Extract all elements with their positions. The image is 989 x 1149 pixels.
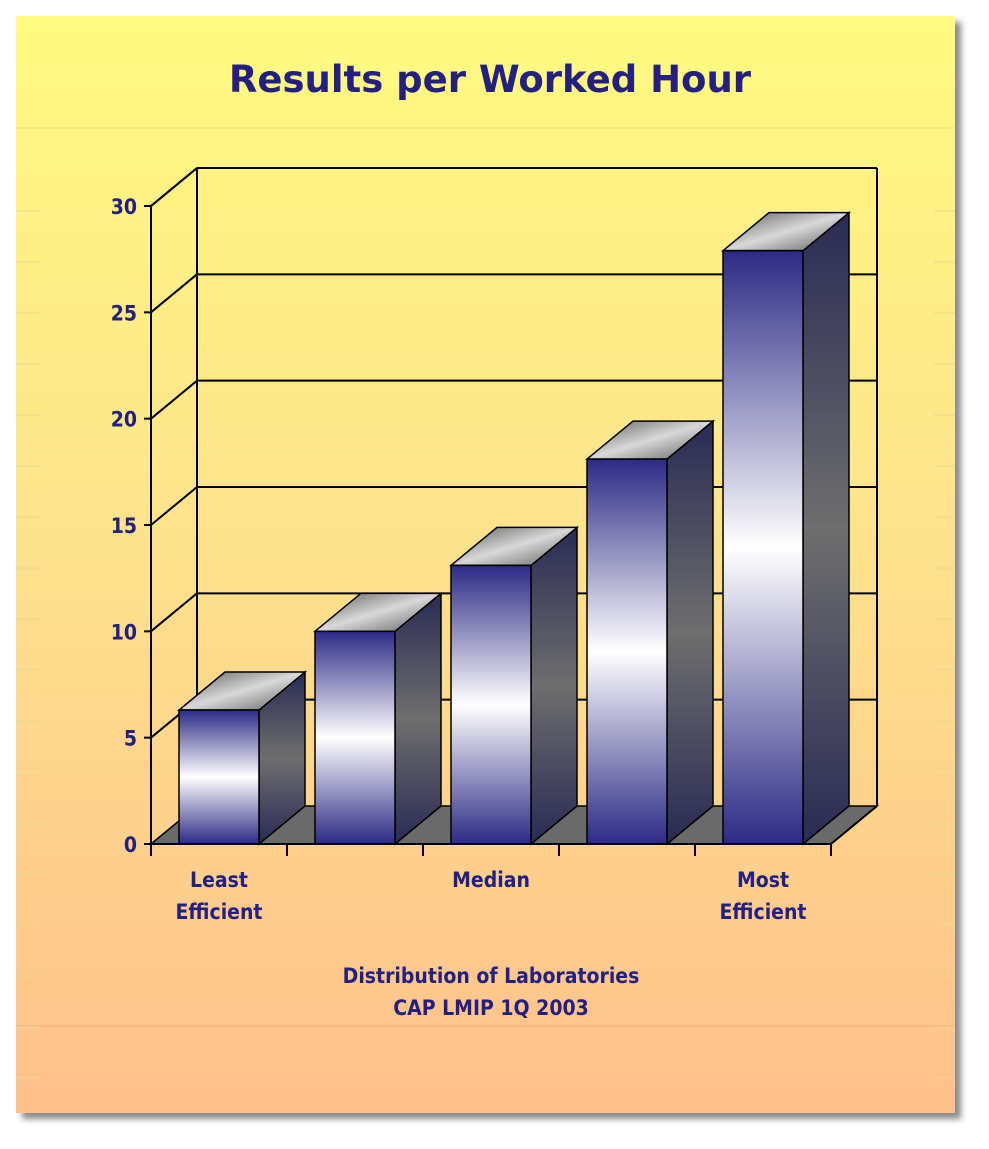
- footer-line-2: CAP LMIP 1Q 2003: [393, 996, 589, 1020]
- category-label-least: Least: [190, 868, 248, 892]
- floor-right-edge: [830, 805, 878, 845]
- gridline-side: [150, 273, 198, 314]
- y-axis-ticks: 0 5 10 15 20 25 30: [111, 195, 151, 857]
- bar-2: [312, 591, 444, 846]
- bar-4: [584, 419, 716, 846]
- x-category-labels: Least Efficient Median Most Efficient: [176, 868, 807, 924]
- footer-line-1: Distribution of Laboratories: [343, 964, 640, 988]
- bar-front: [586, 458, 668, 845]
- background-stripes: [16, 210, 955, 1079]
- bar-side: [666, 419, 714, 846]
- bars: [176, 211, 852, 846]
- y-tick-label: 5: [124, 727, 137, 751]
- category-label-most: Most: [737, 868, 789, 892]
- bar-chart: Results per Worked Hour 0 5 10 15 20 25 30 Lea…: [16, 58, 955, 1079]
- gridline-side: [150, 592, 198, 633]
- bar-front: [178, 709, 260, 845]
- category-label-efficient-2: Efficient: [720, 900, 807, 924]
- bar-side: [802, 211, 850, 846]
- category-label-median: Median: [452, 868, 530, 892]
- y-tick-label: 20: [111, 408, 137, 432]
- gridline-side: [150, 486, 198, 526]
- gridline-side: [150, 379, 198, 420]
- bar-5: [720, 211, 852, 846]
- bar-front: [722, 249, 804, 845]
- bar-front: [314, 630, 396, 845]
- y-tick-label: 0: [124, 833, 137, 857]
- bar-3: [448, 525, 580, 846]
- category-label-efficient-1: Efficient: [176, 900, 263, 924]
- gridline-side: [150, 167, 198, 207]
- y-tick-label: 30: [111, 195, 137, 219]
- bar-side: [394, 591, 442, 846]
- y-tick-label: 10: [111, 620, 137, 644]
- slide-background: Results per Worked Hour 0 5 10 15 20 25 30 Lea…: [16, 16, 955, 1113]
- chart-title: Results per Worked Hour: [229, 58, 752, 101]
- x-axis-ticks: [150, 805, 878, 856]
- bar-side: [530, 525, 578, 846]
- bar-1: [176, 670, 308, 846]
- bar-front: [450, 564, 532, 845]
- y-tick-label: 25: [111, 301, 137, 325]
- y-tick-label: 15: [111, 514, 137, 538]
